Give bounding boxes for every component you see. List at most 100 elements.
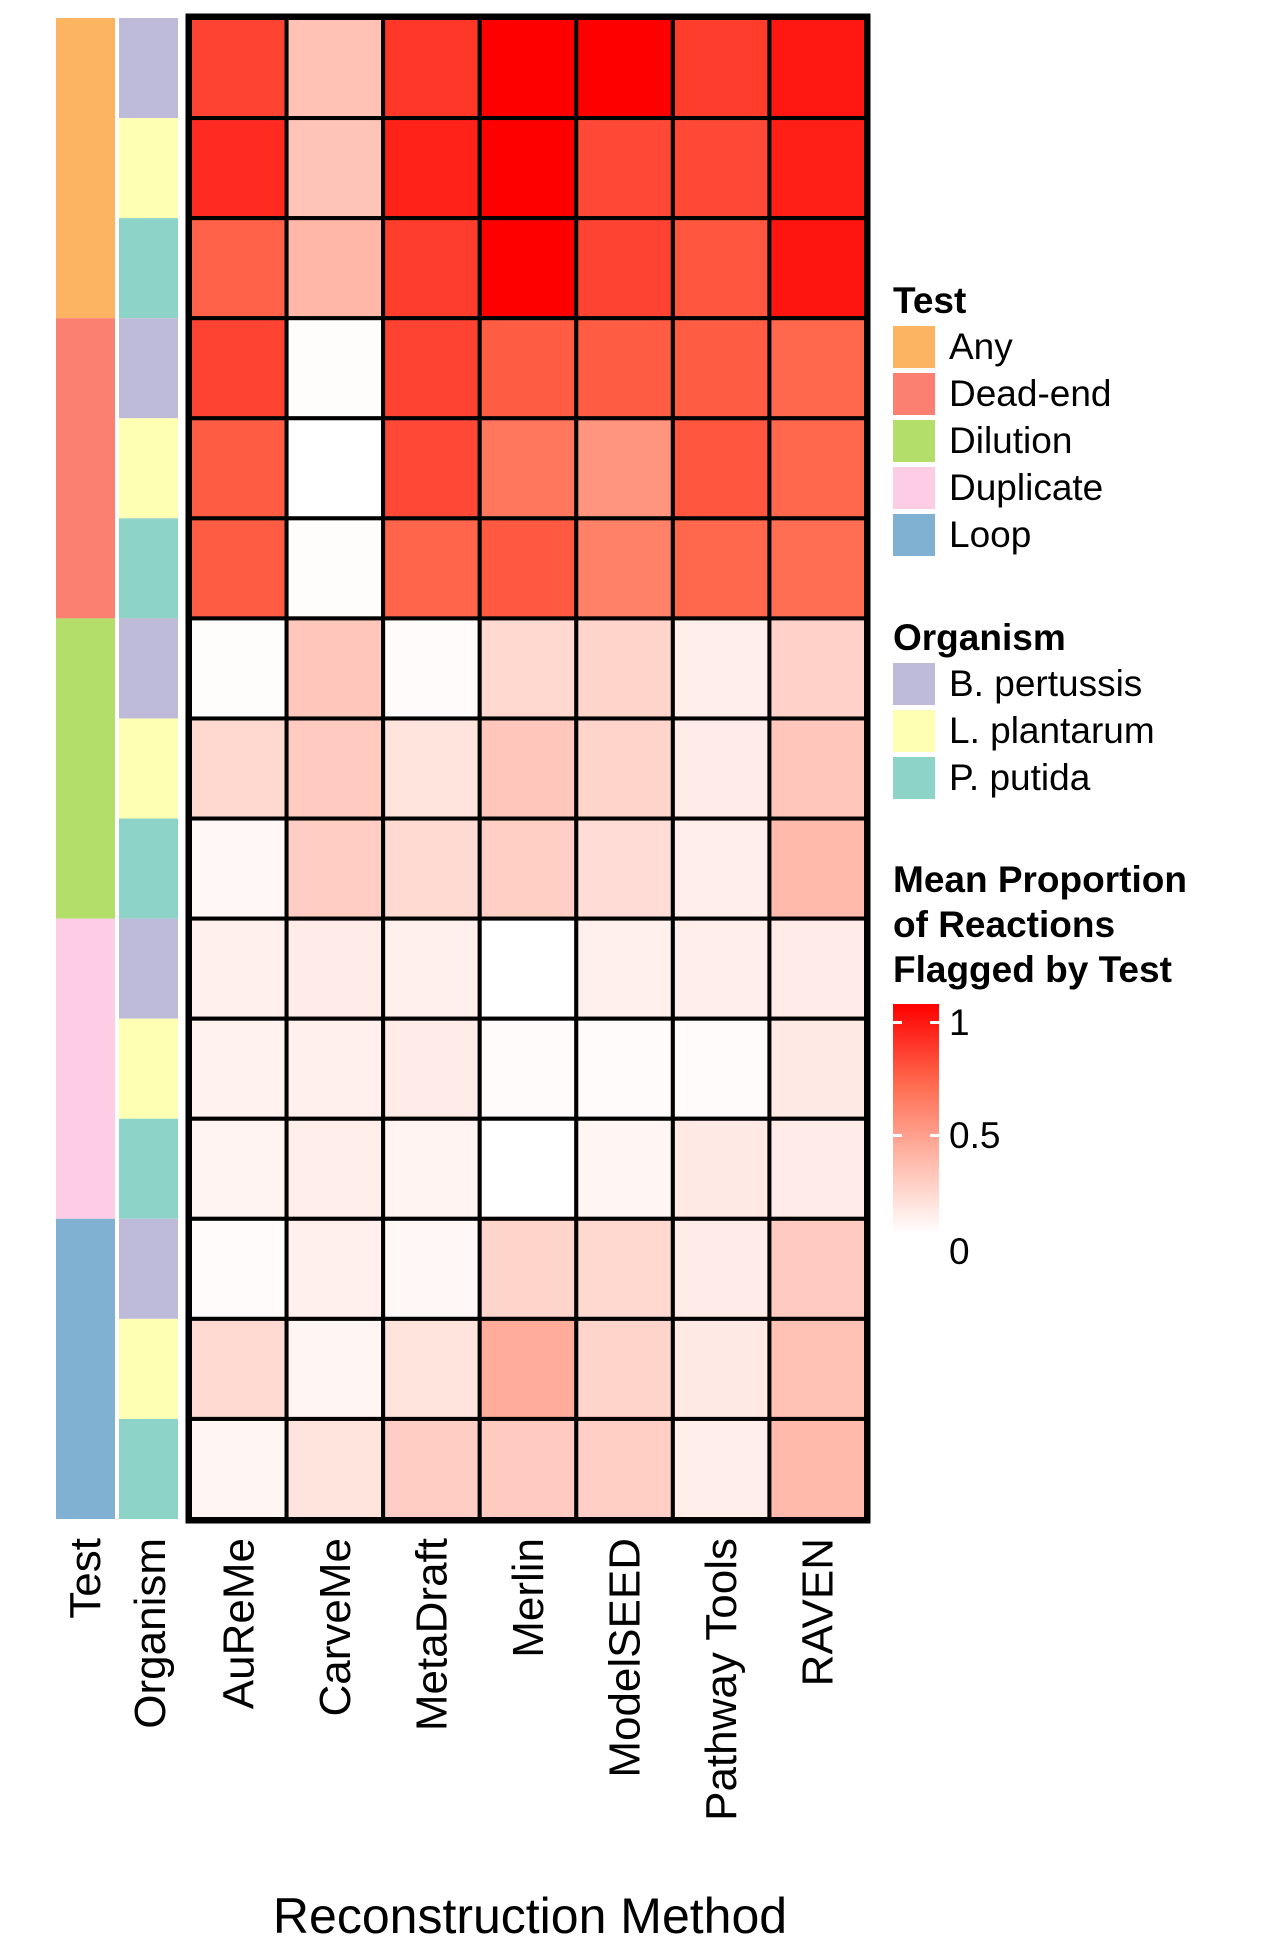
organism-annotation-cell [119, 1118, 178, 1219]
organism-annotation-cell [119, 418, 178, 519]
heatmap-cell [477, 16, 579, 121]
heatmap-cell [670, 516, 772, 621]
heatmap-cell [767, 116, 869, 221]
heatmap-cell [477, 416, 579, 521]
heatmap-cell [188, 1116, 289, 1221]
test-legend-item: Dead-end [893, 370, 1112, 417]
organism-legend-swatch [893, 756, 935, 799]
heatmap-cell [381, 216, 482, 321]
heatmap-cell [284, 1016, 386, 1121]
heatmap-cell [381, 316, 482, 421]
heatmap-cell [574, 316, 675, 421]
color-scale-tick [930, 1134, 939, 1137]
test-legend-swatch [893, 466, 935, 509]
heatmap-cell [767, 1316, 869, 1421]
test-legend-swatch [893, 419, 935, 462]
heatmap-cell [381, 16, 482, 121]
test-legend-label: Dead-end [949, 372, 1112, 414]
heatmap-cell [670, 1316, 772, 1421]
heatmap-cell [670, 916, 772, 1021]
organism-legend-swatch [893, 709, 935, 752]
test-annotation-block [56, 618, 115, 919]
heatmap-cell [188, 1016, 289, 1121]
heatmap-cell [381, 1416, 482, 1522]
test-legend-label: Dilution [949, 419, 1073, 461]
heatmap-cell [477, 116, 579, 221]
heatmap-cell [670, 716, 772, 821]
heatmap-cell [188, 916, 289, 1021]
heatmap-cell [574, 1116, 675, 1221]
heatmap-cell [188, 416, 289, 521]
heatmap-cell [574, 816, 675, 921]
heatmap-cell [574, 116, 675, 221]
color-scale-label-max: 1 [949, 1002, 970, 1043]
heatmap-cell [670, 616, 772, 721]
heatmap-cell [381, 1316, 482, 1421]
heatmap-cell [188, 216, 289, 321]
test-annotation-block [56, 18, 115, 319]
heatmap-cell [574, 916, 675, 1021]
heatmap-cell [670, 216, 772, 321]
heatmap-cell [188, 316, 289, 421]
heatmap-cell [767, 516, 869, 621]
heatmap-cell [574, 16, 675, 121]
organism-annotation-cell [119, 218, 178, 319]
organism-annotation-cell [119, 918, 178, 1019]
legend-test-title: Test [893, 280, 967, 321]
organism-legend-item: L. plantarum [893, 707, 1155, 754]
heatmap-cell [284, 516, 386, 621]
test-legend-item: Loop [893, 511, 1112, 558]
organism-annotation-cell [119, 718, 178, 819]
heatmap-cell [188, 716, 289, 821]
heatmap-cell [284, 1316, 386, 1421]
heatmap-cell [381, 616, 482, 721]
test-legend-swatch [893, 325, 935, 368]
heatmap-cell [381, 716, 482, 821]
test-annotation-block [56, 1218, 115, 1519]
organism-annotation-cell [119, 318, 178, 419]
heatmap-cells [188, 16, 869, 1522]
x-tick-label: Pathway Tools [697, 1538, 746, 1821]
test-legend-label: Loop [949, 513, 1032, 555]
test-legend-swatch [893, 372, 935, 415]
heatmap-cell [284, 1416, 386, 1522]
heatmap-cell [767, 316, 869, 421]
x-axis-title: Reconstruction Method [273, 1888, 787, 1944]
color-scale-title-line: Mean Proportion [893, 859, 1187, 900]
heatmap-cell [188, 1416, 289, 1522]
heatmap-cell [381, 516, 482, 621]
heatmap-border [185, 13, 871, 1524]
heatmap-cell [574, 716, 675, 821]
heatmap-cell [574, 616, 675, 721]
heatmap-cell [574, 1316, 675, 1421]
heatmap-cell [767, 616, 869, 721]
heatmap-cell [477, 316, 579, 421]
annotation-label-organism: Organism [126, 1538, 175, 1729]
heatmap-cell [477, 216, 579, 321]
test-annotation-block [56, 918, 115, 1219]
heatmap-cell [767, 416, 869, 521]
color-scale-legend: Mean Proportion of Reactions Flagged by … [893, 857, 1187, 1270]
heatmap-cell [188, 1216, 289, 1321]
heatmap-cell [477, 516, 579, 621]
heatmap-cell [477, 1416, 579, 1522]
organism-legend-swatch [893, 662, 935, 705]
color-scale-label-mid: 0.5 [949, 1115, 1001, 1156]
x-tick-label: ModelSEED [601, 1538, 650, 1778]
test-annotation-column [56, 18, 115, 1519]
heatmap-cell [670, 416, 772, 521]
heatmap-cell [284, 1216, 386, 1321]
heatmap-cell [767, 1216, 869, 1321]
heatmap-cell [477, 616, 579, 721]
organism-legend-label: B. pertussis [949, 662, 1143, 704]
heatmap-cell [188, 816, 289, 921]
test-legend-label: Any [949, 325, 1013, 367]
x-tick-label: Merlin [504, 1538, 553, 1658]
heatmap-cell [767, 1116, 869, 1221]
organism-annotation-cell [119, 18, 178, 119]
organism-annotation-cell [119, 518, 178, 619]
heatmap-cell [477, 716, 579, 821]
test-legend-item: Any [893, 323, 1112, 370]
heatmap-cell [574, 1216, 675, 1321]
